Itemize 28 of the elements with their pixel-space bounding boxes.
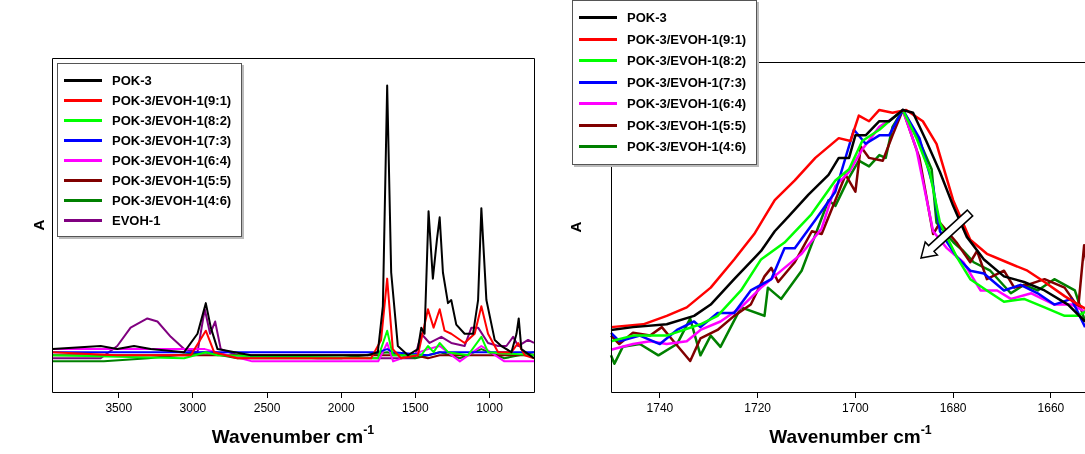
x-tick-label: 1680 bbox=[939, 400, 967, 415]
x-tick-label: 1500 bbox=[402, 400, 430, 415]
legend-label: POK-3 bbox=[627, 10, 667, 26]
x-tick-label: 3000 bbox=[179, 400, 207, 415]
x-tick-label: 2500 bbox=[253, 400, 281, 415]
legend-label: POK-3/EVOH-1(9:1) bbox=[112, 92, 232, 108]
legend-label: EVOH-1 bbox=[112, 212, 161, 228]
x-tick-label: 1720 bbox=[744, 400, 772, 415]
legend-label: POK-3/EVOH-1(9:1) bbox=[627, 31, 747, 47]
y-axis-title: A bbox=[30, 219, 48, 231]
legend-label: POK-3/EVOH-1(5:5) bbox=[112, 172, 232, 188]
legend-label: POK-3/EVOH-1(7:3) bbox=[627, 74, 747, 90]
legend-label: POK-3/EVOH-1(8:2) bbox=[112, 112, 232, 128]
legend-label: POK-3/EVOH-1(7:3) bbox=[112, 132, 232, 148]
legend-label: POK-3/EVOH-1(8:2) bbox=[627, 53, 747, 69]
x-tick-label: 3500 bbox=[105, 400, 133, 415]
x-tick-label: 1000 bbox=[476, 400, 504, 415]
legend-label: POK-3/EVOH-1(4:6) bbox=[627, 139, 747, 155]
legend-label: POK-3/EVOH-1(5:5) bbox=[627, 117, 747, 133]
x-tick-label: 2000 bbox=[327, 400, 355, 415]
legend-label: POK-3/EVOH-1(4:6) bbox=[112, 192, 232, 208]
legend-label: POK-3/EVOH-1(6:4) bbox=[112, 152, 232, 168]
x-tick-label: 1740 bbox=[646, 400, 674, 415]
legend-label: POK-3/EVOH-1(6:4) bbox=[627, 96, 747, 112]
y-axis-title: A bbox=[567, 221, 585, 233]
legend-label: POK-3 bbox=[112, 72, 152, 88]
x-tick-label: 1700 bbox=[842, 400, 870, 415]
x-tick-label: 1660 bbox=[1037, 400, 1065, 415]
